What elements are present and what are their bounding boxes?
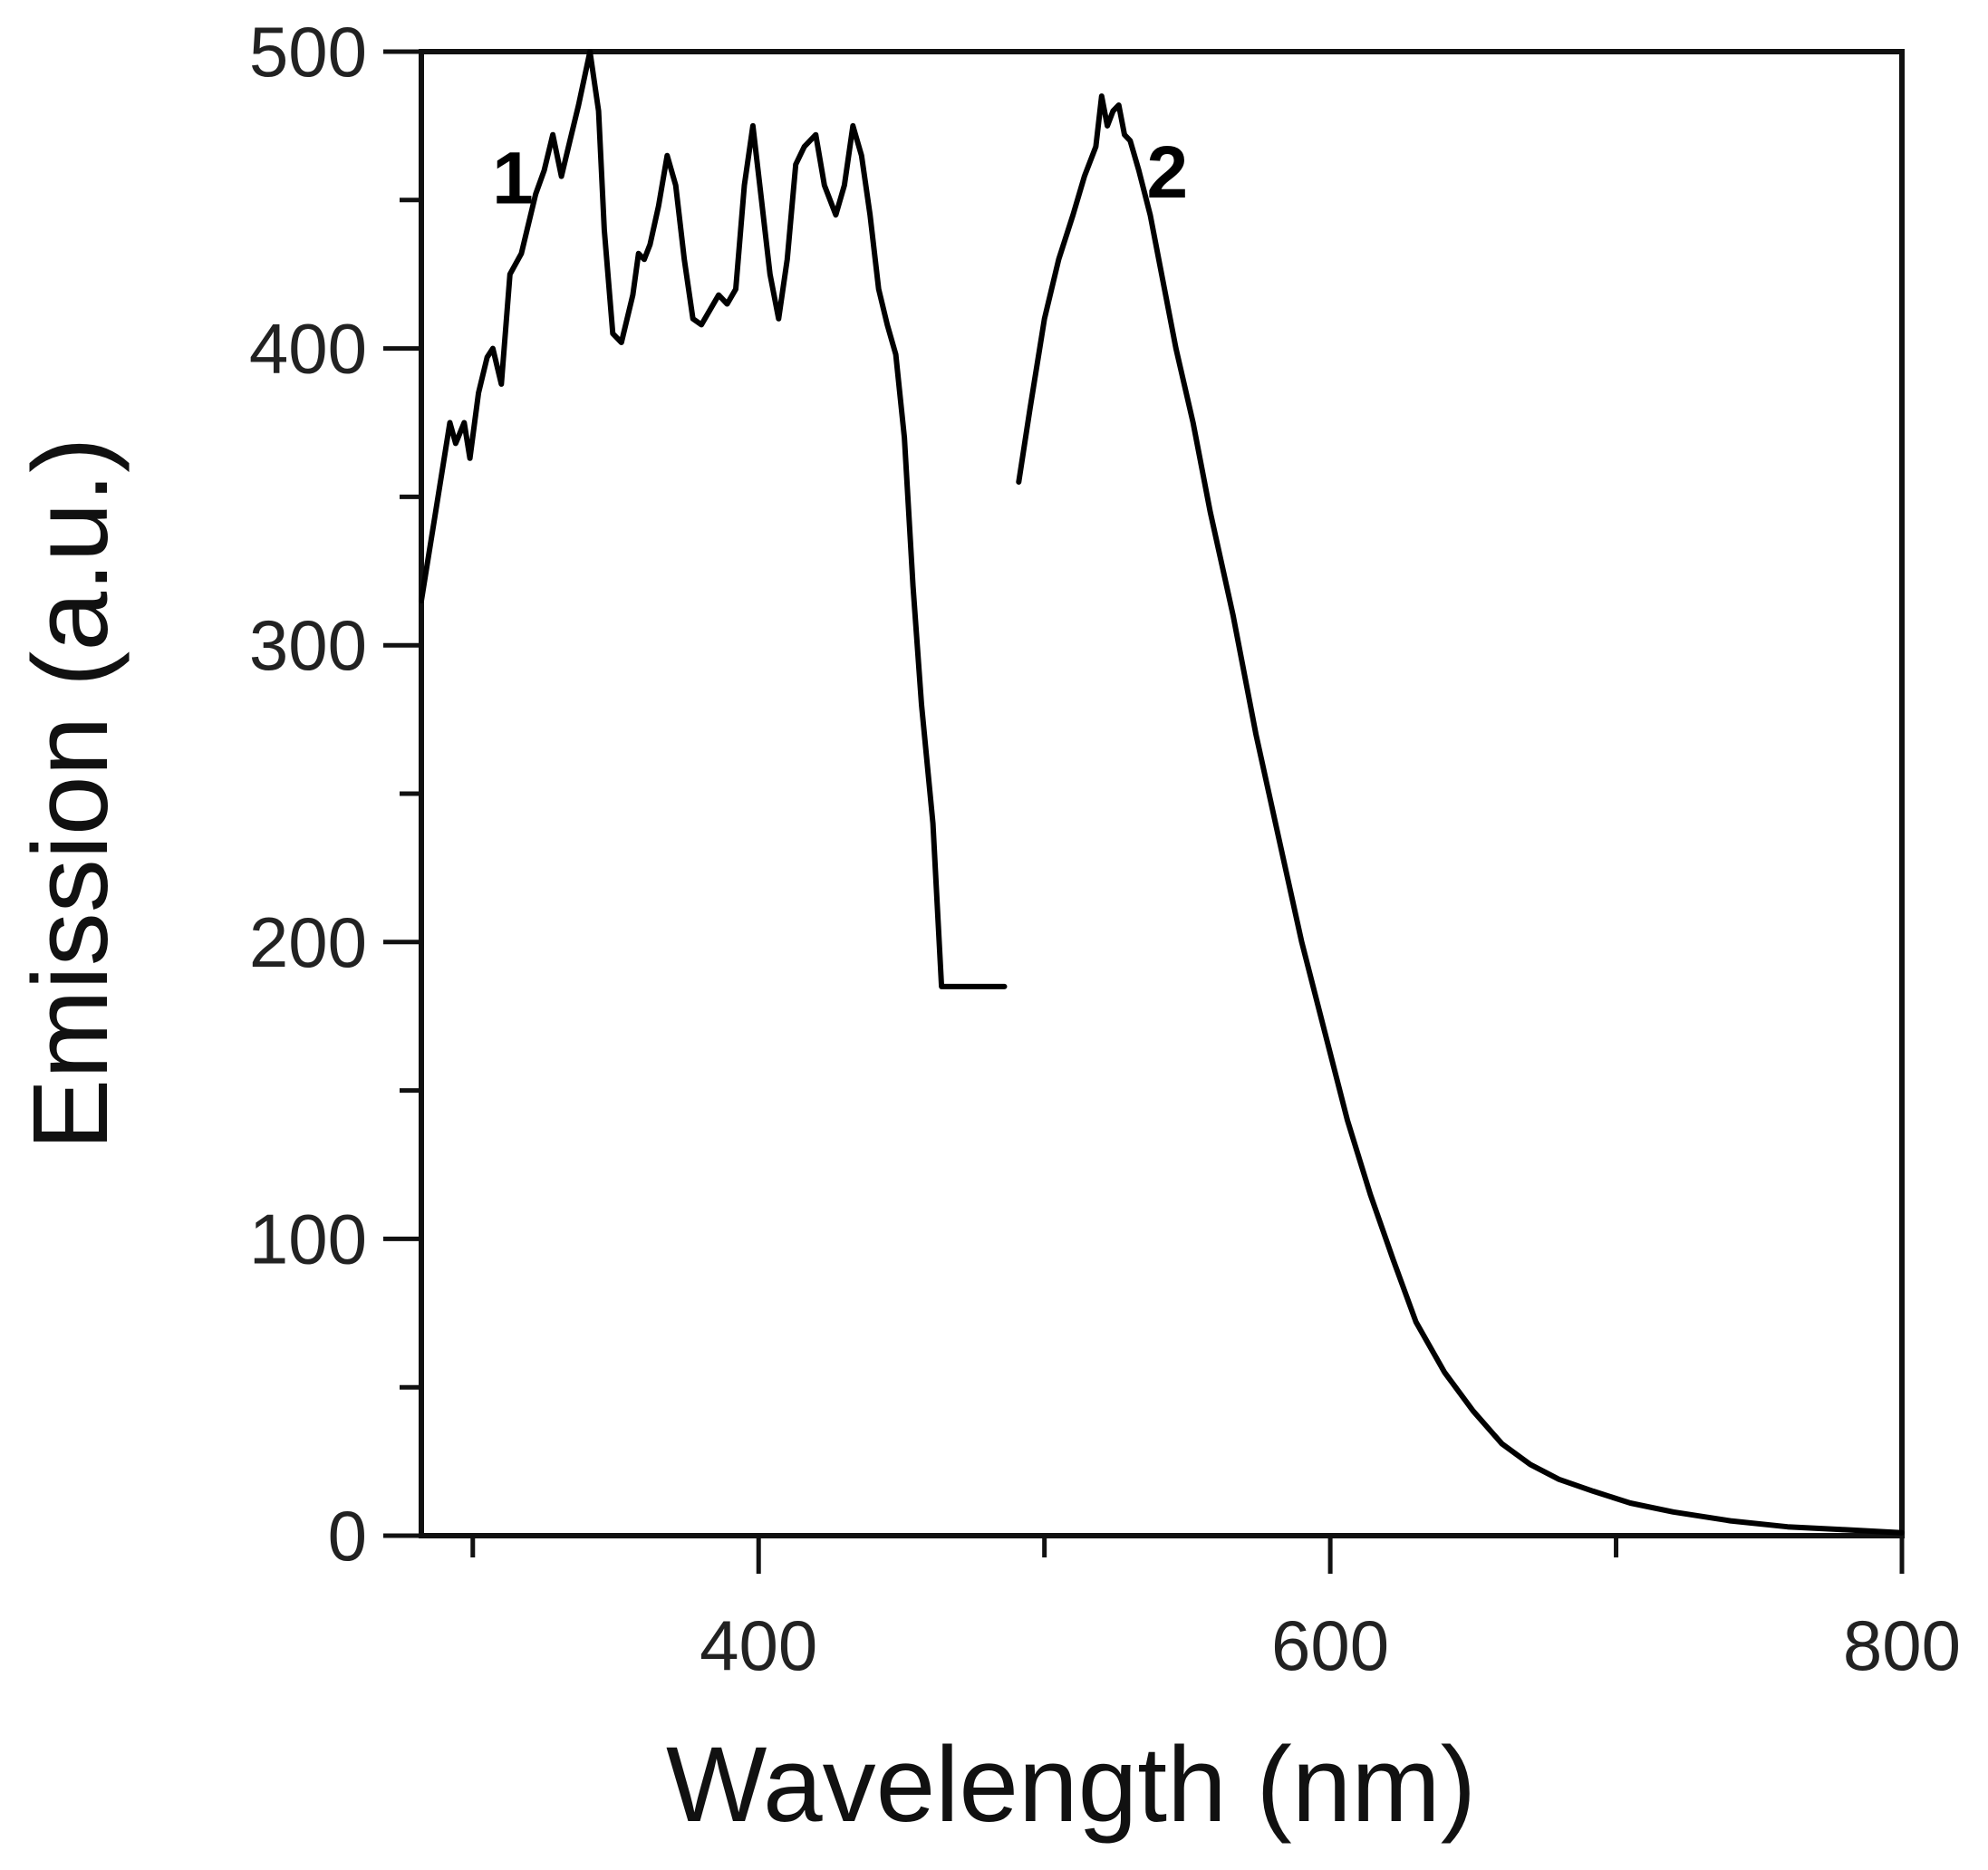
labels-layer: 400 600 800 0 100 200 300 400 500 1 2	[249, 12, 1961, 1685]
series-line-1	[419, 49, 1008, 989]
plot-area-frame	[419, 49, 1905, 1538]
series-line-2	[1016, 93, 1905, 1536]
y-tick-label: 500	[249, 12, 367, 92]
y-tick-label: 200	[249, 902, 367, 982]
series-layer	[419, 49, 1905, 1536]
series-label-2: 2	[1147, 131, 1189, 214]
x-tick-label: 800	[1843, 1605, 1961, 1685]
x-tick-label: 400	[700, 1605, 817, 1685]
y-tick-label: 0	[328, 1496, 367, 1576]
x-axis-title: Wavelength (nm)	[666, 1725, 1476, 1845]
series-label-1: 1	[492, 138, 534, 220]
x-tick-label: 600	[1271, 1605, 1389, 1685]
ticks-layer	[383, 49, 1905, 1574]
y-tick-label: 100	[249, 1199, 367, 1278]
y-axis-title: Emission (a.u.)	[11, 438, 130, 1151]
y-tick-label: 400	[249, 309, 367, 389]
y-tick-label: 300	[249, 605, 367, 685]
